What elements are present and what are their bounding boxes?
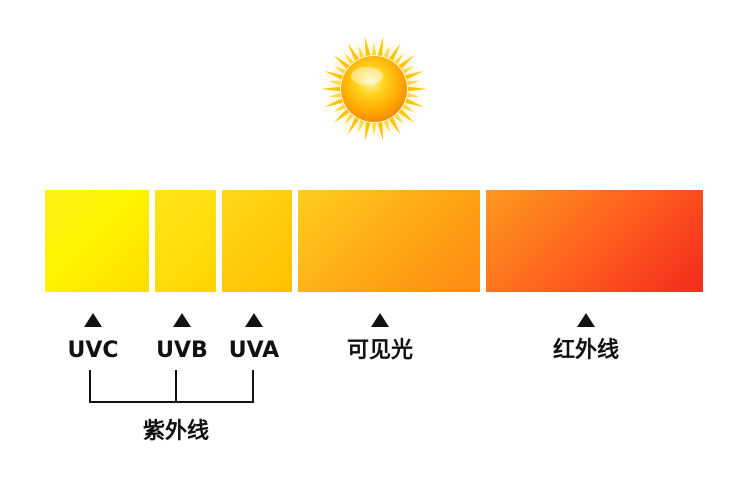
sun-ray: [364, 36, 371, 57]
band-uvc: [45, 190, 149, 292]
label-ultraviolet-group: 紫外线: [142, 419, 210, 444]
arrow-up-icon: [245, 313, 263, 327]
sun-ray: [383, 45, 390, 58]
sun-ray: [344, 53, 355, 65]
sun-ray: [406, 80, 420, 86]
sun-ray: [334, 103, 346, 112]
sun-ray: [402, 66, 414, 75]
sun-ray: [371, 43, 377, 56]
sun-ray: [405, 98, 424, 108]
label-visible-light: 可见光: [346, 338, 414, 363]
sun-ray: [388, 117, 401, 135]
sun-ray: [358, 120, 365, 133]
band-uva: [222, 190, 292, 292]
band-infrared: [486, 190, 703, 292]
label-uvc: UVC: [67, 338, 119, 363]
sun-ray: [377, 36, 384, 57]
arrow-up-icon: [173, 313, 191, 327]
label-infrared: 红外线: [552, 338, 620, 363]
band-uvb: [155, 190, 216, 292]
arrow-up-icon: [371, 313, 389, 327]
sun-ray: [328, 92, 342, 98]
arrow-up-icon: [577, 313, 595, 327]
arrow-up-icon: [84, 313, 102, 327]
sun-ray: [407, 86, 427, 92]
sun-ray: [398, 108, 415, 124]
sun-ray: [333, 54, 350, 70]
sun-ray: [388, 43, 401, 61]
sun-ray: [321, 86, 341, 92]
sun-ray: [334, 66, 346, 75]
sun-ray: [393, 53, 404, 65]
band-visible-light: [298, 190, 480, 292]
label-uva: UVA: [228, 338, 280, 363]
sun-ray: [328, 80, 342, 86]
sun-ray: [393, 113, 404, 125]
sun-ray: [347, 117, 360, 135]
sun-ray: [398, 54, 415, 70]
sun-ray: [383, 120, 390, 133]
sun-ray: [333, 108, 350, 124]
sun-ray: [377, 121, 384, 142]
sun-ray: [358, 45, 365, 58]
sun-ray: [406, 92, 420, 98]
sun-ray: [344, 113, 355, 125]
sun-ray: [402, 103, 414, 112]
sun-ray: [324, 98, 343, 108]
label-uvb: UVB: [156, 338, 208, 363]
sun-ray: [364, 121, 371, 142]
sun-ray: [347, 43, 360, 61]
sun-ray: [405, 70, 424, 80]
sun-ray: [371, 122, 377, 135]
sun-icon: [320, 35, 428, 143]
sun-ray: [324, 70, 343, 80]
